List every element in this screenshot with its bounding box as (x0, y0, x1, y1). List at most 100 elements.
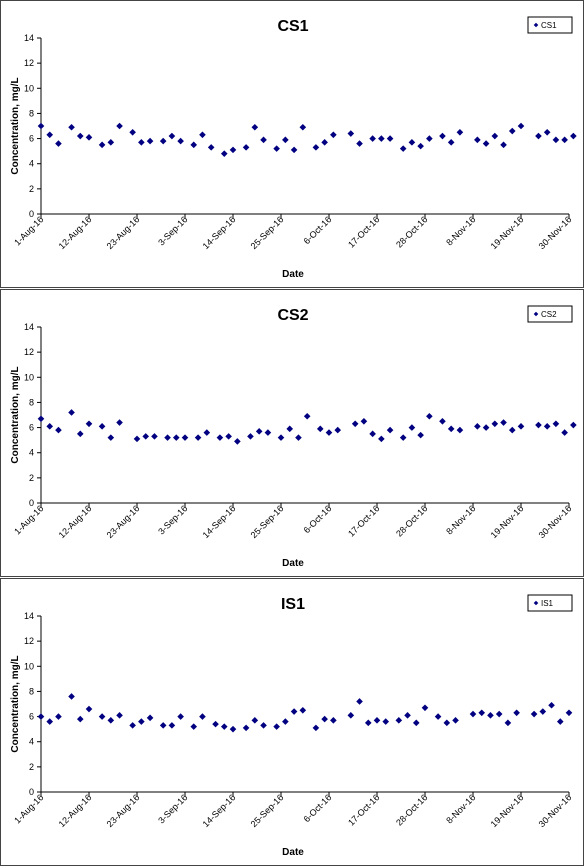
chart-svg: CS1 0 2 4 6 8 10 12 14 1-Aug-16 12-Aug-16 23-Aug-16… (10, 16, 577, 280)
legend-label: CS2 (541, 310, 557, 319)
data-point (539, 708, 547, 715)
data-point (426, 412, 433, 420)
data-point (107, 139, 115, 146)
x-tick-label: 6-Oct-16 (302, 792, 334, 824)
data-point (482, 424, 490, 431)
legend-label: IS1 (541, 599, 554, 608)
x-axis-title: Date (282, 269, 304, 280)
data-point (282, 718, 289, 725)
data-point (491, 420, 499, 428)
data-point (386, 135, 394, 142)
data-point (225, 433, 232, 440)
data-point (408, 139, 416, 146)
x-tick-label: 17-Oct-16 (346, 503, 381, 538)
data-point (417, 142, 424, 150)
data-point (548, 701, 555, 709)
y-tick-label: 6 (29, 423, 34, 433)
y-tick-label: 4 (29, 737, 34, 747)
data-point (55, 713, 62, 720)
data-point (207, 144, 215, 151)
chart-panel-cs2: CS2 0 2 4 6 8 10 12 14 1-Aug-16 12-Aug-16 23-Aug-16… (0, 289, 584, 577)
x-tick-label: 3-Sep-16 (156, 503, 189, 536)
data-point (474, 136, 481, 144)
data-point (443, 719, 451, 727)
x-tick-label: 14-Sep-16 (201, 503, 238, 540)
x-tick-label: 12-Aug-16 (57, 792, 94, 829)
y-tick-label: 14 (24, 33, 34, 43)
y-tick-label: 6 (29, 134, 34, 144)
x-tick-label: 12-Aug-16 (57, 503, 94, 540)
data-point (37, 122, 45, 130)
y-tick-label: 14 (24, 611, 34, 621)
x-tick-label: 8-Nov-16 (444, 792, 477, 825)
data-point (190, 723, 198, 730)
legend-box (527, 16, 573, 34)
data-point (68, 693, 75, 700)
data-point (282, 136, 289, 144)
data-point (412, 719, 420, 727)
data-point (290, 708, 298, 715)
data-point (456, 128, 464, 136)
data-point (290, 146, 298, 154)
data-point (447, 139, 455, 146)
data-point (535, 132, 542, 140)
y-tick-label: 0 (29, 498, 34, 508)
data-point (85, 420, 93, 428)
data-point (98, 713, 106, 720)
data-point (452, 717, 459, 724)
legend-marker (533, 600, 539, 606)
chart-svg: CS2 0 2 4 6 8 10 12 14 1-Aug-16 12-Aug-16 23-Aug-16… (10, 305, 577, 569)
data-point (107, 434, 115, 441)
data-point (508, 426, 516, 434)
x-tick-label: 17-Oct-16 (346, 214, 381, 249)
y-tick-label: 12 (24, 636, 34, 646)
data-point (303, 412, 311, 420)
data-point (316, 425, 324, 433)
legend-marker (533, 22, 539, 28)
data-point (312, 724, 320, 732)
data-point (404, 712, 411, 719)
x-tick-label: 3-Sep-16 (156, 792, 189, 825)
x-tick-label: 1-Aug-16 (12, 792, 45, 825)
data-point (360, 417, 368, 425)
data-point (513, 709, 520, 717)
data-point (378, 135, 385, 142)
data-point (482, 140, 490, 147)
data-point (351, 420, 359, 428)
data-point (378, 435, 385, 443)
data-point (229, 725, 237, 733)
data-point (552, 420, 560, 428)
data-point (194, 434, 202, 441)
data-point (76, 715, 84, 723)
y-axis-title: Concentration, mg/L (10, 655, 21, 752)
chart-title: IS1 (281, 596, 305, 613)
data-point (129, 128, 136, 136)
y-tick-label: 10 (24, 83, 34, 93)
data-point (37, 713, 45, 720)
data-point (530, 710, 538, 718)
data-point (500, 419, 507, 426)
x-tick-label: 6-Oct-16 (302, 214, 334, 246)
data-point (347, 130, 355, 137)
data-point (469, 710, 477, 718)
x-tick-label: 25-Sep-16 (249, 214, 286, 251)
data-point (247, 433, 254, 440)
x-tick-label: 19-Nov-16 (489, 214, 526, 251)
data-point (474, 423, 481, 430)
data-point (495, 710, 503, 718)
data-point (500, 141, 507, 149)
data-point (177, 713, 184, 720)
data-point (98, 423, 106, 430)
y-tick-label: 4 (29, 159, 34, 169)
data-point (46, 131, 54, 139)
data-point (242, 144, 250, 151)
data-point (312, 144, 320, 151)
x-tick-label: 23-Aug-16 (105, 503, 142, 540)
x-tick-label: 23-Aug-16 (105, 792, 142, 829)
data-point (76, 132, 84, 140)
data-point (491, 132, 499, 140)
data-point (508, 127, 516, 135)
legend-box (527, 305, 573, 323)
y-tick-label: 0 (29, 787, 34, 797)
